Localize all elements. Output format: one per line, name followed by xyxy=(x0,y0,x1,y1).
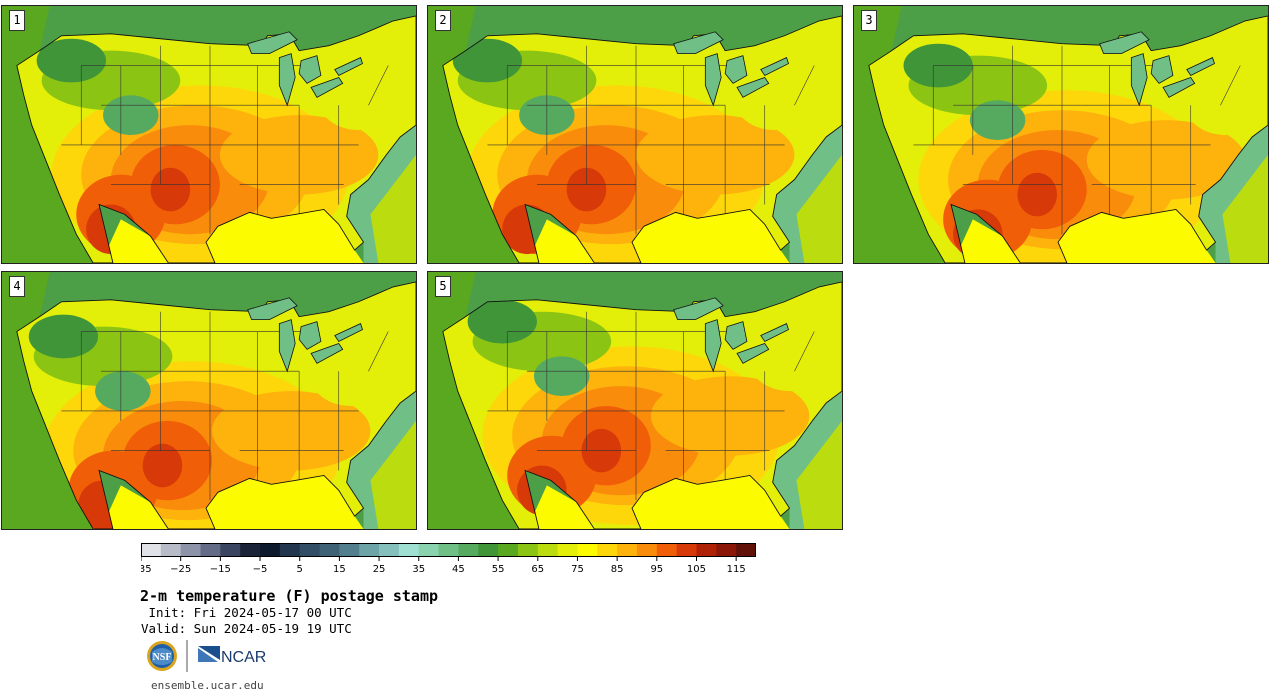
map-panel-1: 1 xyxy=(1,5,417,264)
colorbar-tick-label: 5 xyxy=(297,564,303,575)
colorbar-bin xyxy=(160,543,182,557)
colorbar-bin xyxy=(200,543,221,557)
map-panel-3: 3 xyxy=(853,5,1269,264)
colorbar-bin xyxy=(180,543,202,557)
land-temperature xyxy=(868,15,1268,263)
colorbar-tick-label: −25 xyxy=(170,564,191,575)
colorbar-tick-label: 105 xyxy=(687,564,706,575)
colorbar-bin xyxy=(319,543,340,557)
colorbar-bin xyxy=(418,543,440,557)
great-lakes xyxy=(673,297,790,373)
colorbar-tick-label: 95 xyxy=(650,564,663,575)
colorbar-tick-label: 115 xyxy=(727,564,746,575)
great-lakes xyxy=(673,31,790,107)
colorbar-bin xyxy=(517,543,539,557)
colorbar-bin xyxy=(597,543,618,557)
colorbar-bin xyxy=(359,543,380,557)
colorbar-bin xyxy=(498,543,519,557)
nsf-logo: NSF xyxy=(147,641,177,671)
colorbar-bin xyxy=(557,543,578,557)
init-time: Init: Fri 2024-05-17 00 UTC xyxy=(141,605,352,620)
chart-title: 2-m temperature (F) postage stamp xyxy=(140,587,439,605)
colorbar-bin xyxy=(656,543,678,557)
site-url: ensemble.ucar.edu xyxy=(151,679,264,692)
temperature-map xyxy=(428,272,842,529)
temperature-map xyxy=(2,272,416,529)
temperature-map xyxy=(854,6,1268,263)
colorbar-tick-label: 25 xyxy=(373,564,386,575)
valid-time: Valid: Sun 2024-05-19 19 UTC xyxy=(141,621,352,636)
great-lakes xyxy=(247,297,364,373)
panel-label: 2 xyxy=(435,10,451,31)
colorbar-bin xyxy=(141,543,162,557)
ncar-logo: NCAR xyxy=(198,646,266,666)
colorbar-bin xyxy=(438,543,459,557)
colorbar-bin xyxy=(617,543,638,557)
colorbar-bin xyxy=(577,543,598,557)
colorbar-bin xyxy=(676,543,697,557)
map-panel-2: 2 xyxy=(427,5,843,264)
colorbar-tick-label: −35 xyxy=(141,564,152,575)
colorbar-bin xyxy=(240,543,261,557)
colorbar-bin xyxy=(339,543,360,557)
temperature-map xyxy=(428,6,842,263)
colorbar-tick-label: 45 xyxy=(452,564,465,575)
colorbar-bin xyxy=(260,543,281,557)
colorbar-bin xyxy=(458,543,479,557)
colorbar-tick-label: 85 xyxy=(611,564,624,575)
colorbar-bin xyxy=(398,543,420,557)
land-temperature xyxy=(442,15,842,263)
map-panel-5: 5 xyxy=(427,271,843,530)
colorbar-bin xyxy=(220,543,241,557)
logos: NSF NCAR xyxy=(144,638,284,678)
panel-label: 4 xyxy=(9,276,25,297)
colorbar-tick-label: 15 xyxy=(333,564,346,575)
great-lakes xyxy=(1099,31,1216,107)
panel-label: 3 xyxy=(861,10,877,31)
colorbar-tick-label: 55 xyxy=(492,564,505,575)
great-lakes xyxy=(247,31,364,107)
temperature-colorbar: −35 −25 −15 −5 5 15 25 35 45 55 65 75 85 95 105 115 xyxy=(141,543,756,575)
svg-text:NCAR: NCAR xyxy=(221,649,266,666)
colorbar-bin xyxy=(299,543,321,557)
colorbar-tick-label: 75 xyxy=(571,564,584,575)
colorbar-bin xyxy=(537,543,559,557)
svg-text:NSF: NSF xyxy=(153,652,172,663)
map-panel-4: 4 xyxy=(1,271,417,530)
colorbar-tick-label: −5 xyxy=(253,564,268,575)
colorbar-bin xyxy=(716,543,737,557)
colorbar-bin xyxy=(696,543,717,557)
temperature-map xyxy=(2,6,416,263)
panel-label: 5 xyxy=(435,276,451,297)
colorbar-bin xyxy=(636,543,658,557)
land-temperature xyxy=(442,281,842,529)
colorbar-tick-label: −15 xyxy=(210,564,231,575)
colorbar-bin xyxy=(279,543,301,557)
colorbar-bin xyxy=(478,543,499,557)
panel-label: 1 xyxy=(9,10,25,31)
colorbar-tick-label: 65 xyxy=(531,564,544,575)
colorbar-bin xyxy=(379,543,400,557)
colorbar-tick-label: 35 xyxy=(412,564,425,575)
colorbar-bin xyxy=(736,543,756,557)
